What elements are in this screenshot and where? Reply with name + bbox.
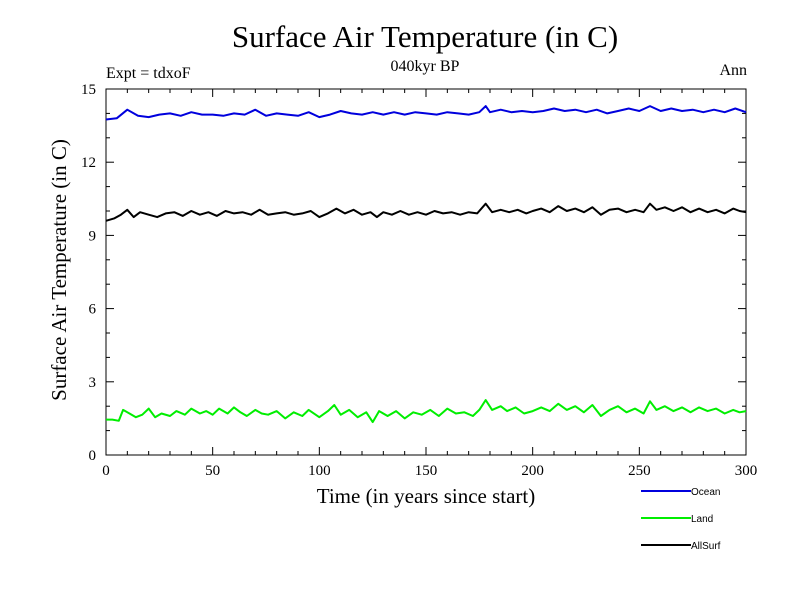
legend: Ocean Land AllSurf [641, 487, 721, 552]
series-layer [105, 105, 747, 424]
experiment-label: Expt = tdxoF [106, 65, 191, 82]
y-tick-label: 3 [89, 375, 97, 391]
series-line-ocean [105, 105, 747, 121]
y-tick-label: 6 [89, 302, 97, 318]
x-tick-label: 300 [735, 463, 758, 479]
x-axis-label: Time (in years since start) [317, 484, 536, 508]
x-tick-label: 200 [521, 463, 544, 479]
y-tick-label: 12 [81, 155, 96, 171]
y-tick-label: 15 [81, 82, 96, 98]
y-axis-label: Surface Air Temperature (in C) [47, 139, 71, 401]
series-line-land [106, 399, 747, 424]
x-tick-label: 150 [415, 463, 438, 479]
axis-ticks: 0 50 100 150 200 250 300 0 3 6 9 12 15 [81, 82, 757, 479]
x-tick-label: 0 [102, 463, 110, 479]
x-tick-label: 100 [308, 463, 331, 479]
chart-title: Surface Air Temperature (in C) [232, 19, 618, 54]
y-tick-label: 0 [89, 448, 97, 464]
x-tick-label: 250 [628, 463, 651, 479]
legend-label-allsurf: AllSurf [691, 541, 721, 552]
plot-frame [105, 88, 747, 456]
series-line-allsurf [105, 202, 747, 222]
y-tick-label: 9 [89, 228, 97, 244]
period-label: Ann [719, 62, 747, 79]
legend-label-ocean: Ocean [691, 487, 720, 498]
legend-label-land: Land [691, 514, 713, 525]
chart-subtitle: 040kyr BP [391, 58, 460, 75]
x-tick-label: 50 [205, 463, 220, 479]
